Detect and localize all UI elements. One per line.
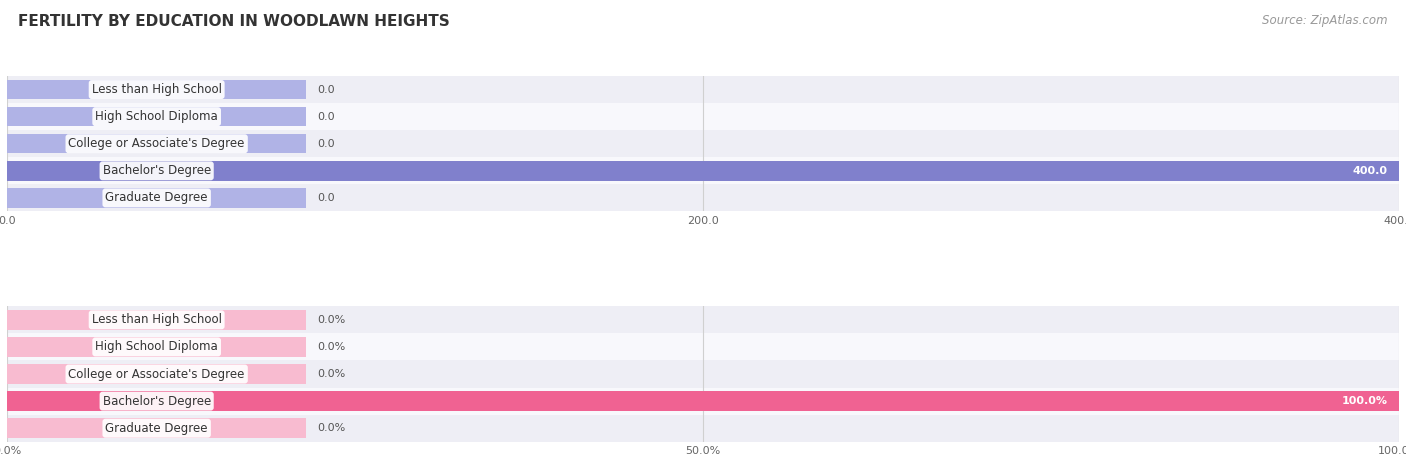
Text: 0.0: 0.0 xyxy=(318,193,335,203)
Text: 0.0: 0.0 xyxy=(318,85,335,95)
Bar xyxy=(7,306,1399,333)
Bar xyxy=(7,161,307,180)
Text: College or Associate's Degree: College or Associate's Degree xyxy=(69,137,245,150)
Text: Source: ZipAtlas.com: Source: ZipAtlas.com xyxy=(1263,14,1388,27)
Bar xyxy=(7,391,1399,411)
Bar xyxy=(7,107,307,126)
Text: Graduate Degree: Graduate Degree xyxy=(105,422,208,435)
Bar xyxy=(7,134,307,153)
Text: Graduate Degree: Graduate Degree xyxy=(105,191,208,204)
Bar xyxy=(7,361,1399,388)
Bar xyxy=(7,161,1399,180)
Text: 0.0%: 0.0% xyxy=(318,342,346,352)
Text: 100.0%: 100.0% xyxy=(1341,396,1388,406)
Bar xyxy=(7,157,1399,184)
Text: High School Diploma: High School Diploma xyxy=(96,341,218,353)
Bar xyxy=(7,80,307,99)
Text: 0.0%: 0.0% xyxy=(318,423,346,433)
Bar xyxy=(7,415,1399,442)
Bar xyxy=(7,333,1399,361)
Bar xyxy=(7,184,1399,211)
Bar xyxy=(7,188,307,208)
Text: 0.0: 0.0 xyxy=(318,112,335,122)
Text: High School Diploma: High School Diploma xyxy=(96,110,218,123)
Bar xyxy=(7,103,1399,130)
Bar xyxy=(7,337,307,357)
Text: Less than High School: Less than High School xyxy=(91,83,222,96)
Bar xyxy=(7,388,1399,415)
Text: 0.0: 0.0 xyxy=(318,139,335,149)
Text: 400.0: 400.0 xyxy=(1353,166,1388,176)
Text: Less than High School: Less than High School xyxy=(91,314,222,326)
Bar xyxy=(7,76,1399,103)
Bar xyxy=(7,130,1399,157)
Bar xyxy=(7,364,307,384)
Text: 0.0%: 0.0% xyxy=(318,315,346,325)
Bar xyxy=(7,391,307,411)
Text: Bachelor's Degree: Bachelor's Degree xyxy=(103,164,211,177)
Bar xyxy=(7,310,307,330)
Text: Bachelor's Degree: Bachelor's Degree xyxy=(103,395,211,408)
Text: FERTILITY BY EDUCATION IN WOODLAWN HEIGHTS: FERTILITY BY EDUCATION IN WOODLAWN HEIGH… xyxy=(18,14,450,29)
Bar xyxy=(7,418,307,438)
Text: College or Associate's Degree: College or Associate's Degree xyxy=(69,368,245,380)
Text: 0.0%: 0.0% xyxy=(318,369,346,379)
